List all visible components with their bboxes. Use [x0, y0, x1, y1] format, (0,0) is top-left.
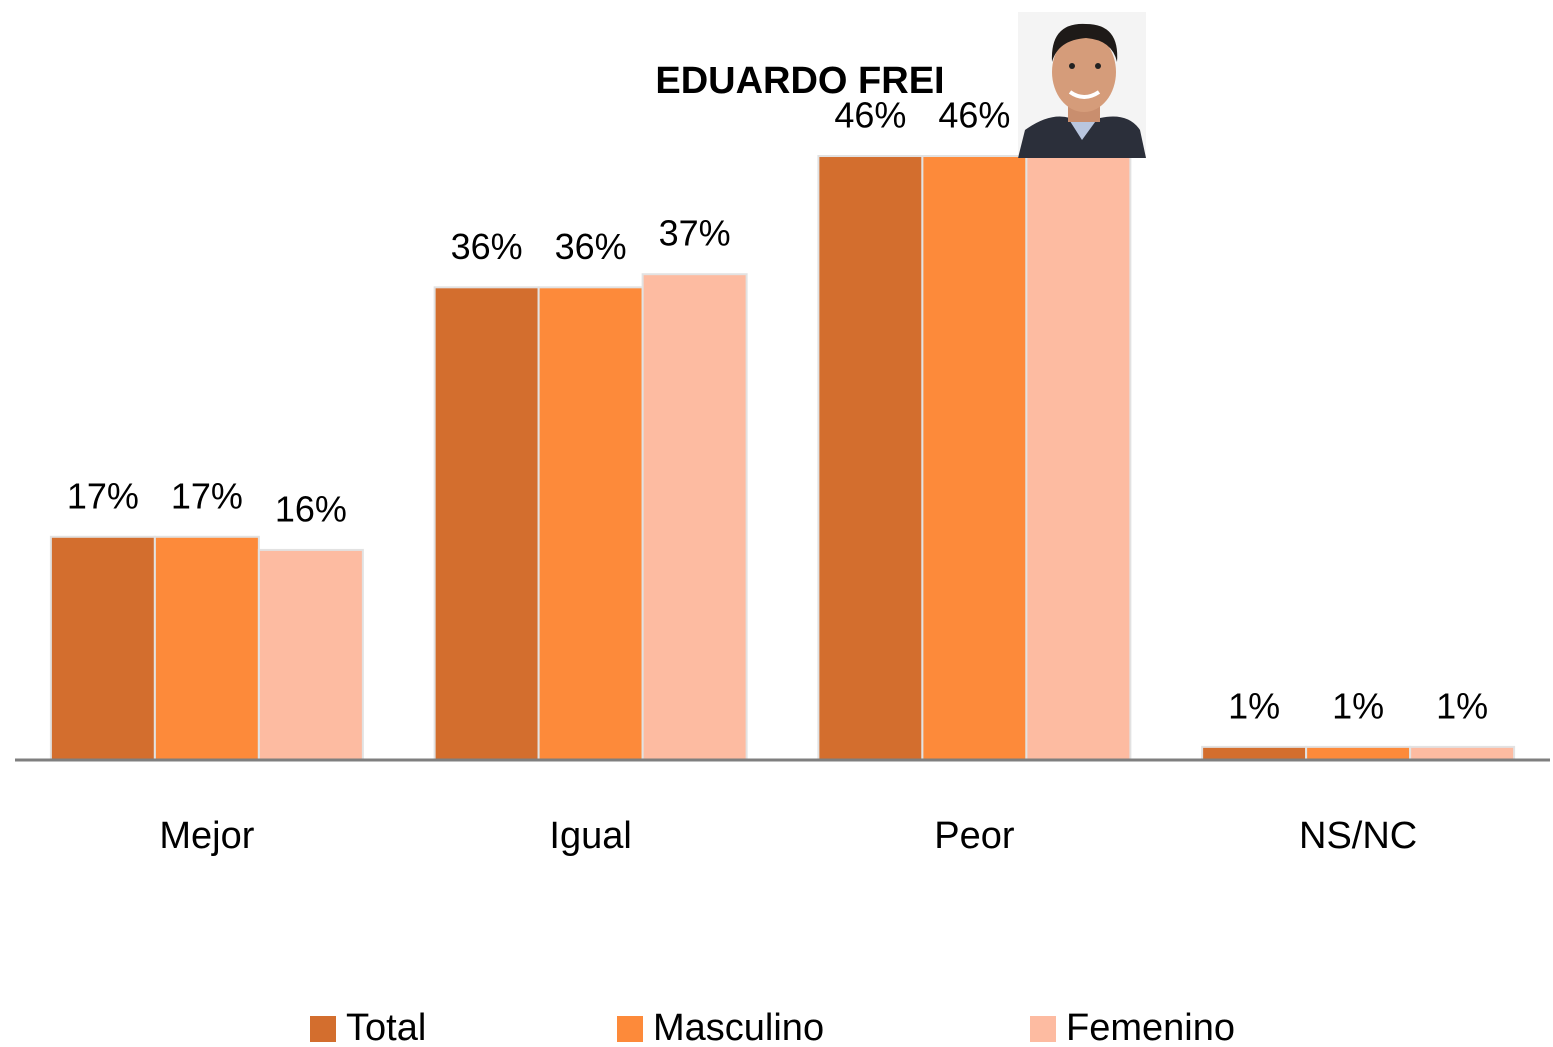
data-label: 36% [451, 226, 523, 267]
bar [1306, 747, 1410, 760]
data-label: 1% [1436, 685, 1488, 726]
bar [818, 156, 922, 760]
legend-label: Masculino [653, 1007, 824, 1047]
plot-area: Mejor17%17%16%Igual36%36%37%Peor46%46%NS… [15, 95, 1550, 857]
data-label: 36% [555, 226, 627, 267]
x-tick-label: Mejor [159, 815, 254, 857]
data-label: 37% [659, 213, 731, 254]
chart: Mejor17%17%16%Igual36%36%37%Peor46%46%NS… [0, 0, 1553, 1047]
bar [1026, 156, 1130, 760]
data-label: 1% [1332, 685, 1384, 726]
legend-label: Total [346, 1007, 426, 1047]
bar [922, 156, 1026, 760]
data-label: 16% [275, 488, 347, 529]
bar [539, 287, 643, 760]
x-tick-label: Igual [549, 815, 631, 857]
data-label: 1% [1228, 685, 1280, 726]
photo [1018, 12, 1146, 158]
legend-swatch [1030, 1016, 1056, 1042]
legend-swatch [310, 1016, 336, 1042]
x-tick-label: Peor [934, 815, 1015, 857]
data-label: 17% [171, 475, 243, 516]
data-label: 17% [67, 475, 139, 516]
bar [155, 537, 259, 760]
bar [259, 550, 363, 760]
bar [435, 287, 539, 760]
data-label: 46% [938, 95, 1010, 136]
bar [1202, 747, 1306, 760]
bar [643, 274, 747, 760]
bar [1410, 747, 1514, 760]
x-tick-label: NS/NC [1299, 815, 1417, 857]
bar [51, 537, 155, 760]
legend-swatch [617, 1016, 643, 1042]
legend-label: Femenino [1066, 1007, 1235, 1047]
chart-title: EDUARDO FREI [655, 60, 944, 102]
